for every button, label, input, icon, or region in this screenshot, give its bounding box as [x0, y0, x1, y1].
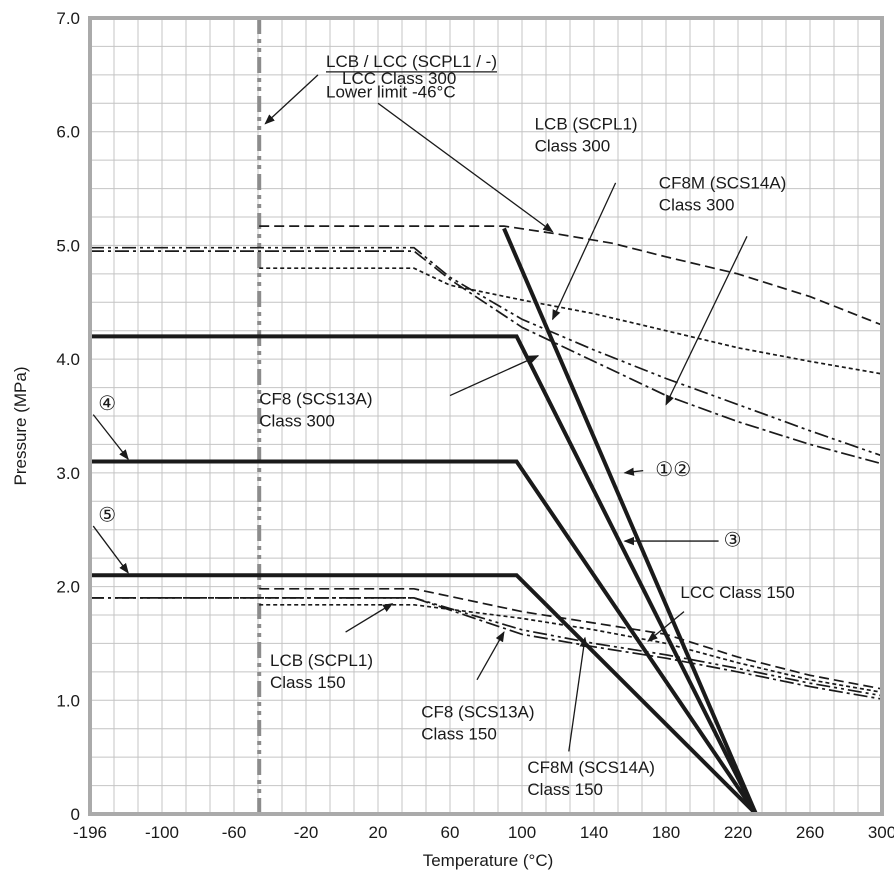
series-limit12 — [502, 227, 758, 815]
cf8-300-label-arrow — [449, 355, 540, 397]
y-axis-title: Pressure (MPa) — [11, 366, 30, 485]
grid-lines — [89, 17, 883, 815]
lcc300-label-arrow — [377, 102, 554, 233]
lcc150-label-arrow — [647, 611, 685, 642]
cf8m150-label-arrow — [568, 636, 588, 752]
x-tick-label: 180 — [652, 823, 680, 842]
lcb300-label-arrow — [552, 182, 617, 321]
y-tick-label: 6.0 — [56, 123, 80, 142]
y-tick-label: 7.0 — [56, 9, 80, 28]
marker-4: ④ — [98, 393, 116, 415]
marker-3: ③ — [724, 529, 742, 551]
series-group — [90, 225, 883, 816]
cf8m150-label: CF8M (SCS14A) Class 150 — [527, 758, 655, 799]
x-tick-label: 100 — [508, 823, 536, 842]
marker-12-arrow — [623, 467, 644, 476]
y-tick-label: 4.0 — [56, 350, 80, 369]
y-tick-label: 5.0 — [56, 236, 80, 255]
x-tick-label: 140 — [580, 823, 608, 842]
y-tick-label: 1.0 — [56, 691, 80, 710]
plot-frame — [88, 16, 884, 816]
series-cf8_300 — [90, 250, 883, 465]
y-tick-label: 2.0 — [56, 578, 80, 597]
series-limit4 — [90, 459, 758, 816]
x-tick-label: 220 — [724, 823, 752, 842]
x-tick-label: -60 — [222, 823, 247, 842]
series-lcb300 — [259, 267, 883, 375]
markers-group: ④ ⑤ ①② ③ — [92, 393, 742, 574]
marker-4-arrow — [92, 414, 129, 461]
y-tick-label: 0 — [71, 805, 80, 824]
x-axis-title: Temperature (°C) — [423, 851, 554, 870]
lcc150-label: LCC Class 150 — [680, 583, 794, 602]
lower-limit-arrow — [264, 74, 319, 125]
y-tick-labels: 0 1.0 2.0 3.0 4.0 5.0 6.0 7.0 — [56, 9, 80, 824]
x-tick-label: -196 — [73, 823, 107, 842]
x-tick-label: -100 — [145, 823, 179, 842]
series-limit5 — [90, 573, 758, 816]
marker-5-arrow — [92, 525, 129, 574]
lcb300-label: LCB (SCPL1) Class 300 — [535, 114, 638, 155]
series-lcc150 — [259, 587, 883, 690]
series-lcc300 — [259, 225, 883, 326]
lcc300-label: LCC Class 300 — [342, 69, 456, 88]
cf8m300-label: CF8M (SCS14A) Class 300 — [659, 174, 787, 215]
x-tick-label: 300 — [868, 823, 894, 842]
y-tick-label: 3.0 — [56, 464, 80, 483]
lcb150-label-arrow — [345, 603, 394, 633]
x-tick-labels: -196 -100 -60 -20 20 60 100 140 180 220 260 300 — [73, 823, 894, 842]
x-tick-label: 20 — [369, 823, 388, 842]
lower-limit-title: LCB / LCC (SCPL1 / -) — [326, 52, 497, 71]
x-tick-label: 260 — [796, 823, 824, 842]
annotations-group: LCC Class 300 LCB (SCPL1) Class 300 CF8M (S… — [259, 52, 795, 799]
series-limit3 — [90, 334, 758, 815]
cf8-150-label-arrow — [476, 631, 505, 681]
marker-12: ①② — [655, 459, 691, 481]
cf8-300-label: CF8 (SCS13A) Class 300 — [259, 390, 372, 431]
series-cf8m300 — [90, 246, 883, 457]
cf8m300-label-arrow — [665, 236, 748, 406]
marker-5: ⑤ — [98, 504, 116, 526]
lower-limit-subtitle: Lower limit -46°C — [326, 83, 456, 102]
cf8-150-label: CF8 (SCS13A) Class 150 — [421, 702, 534, 743]
series-cf8m150 — [90, 597, 883, 697]
series-lcb150 — [259, 603, 883, 694]
x-tick-label: -20 — [294, 823, 319, 842]
x-tick-label: 60 — [441, 823, 460, 842]
series-cf8_150 — [90, 597, 883, 700]
lcb150-label: LCB (SCPL1) Class 150 — [270, 651, 373, 692]
